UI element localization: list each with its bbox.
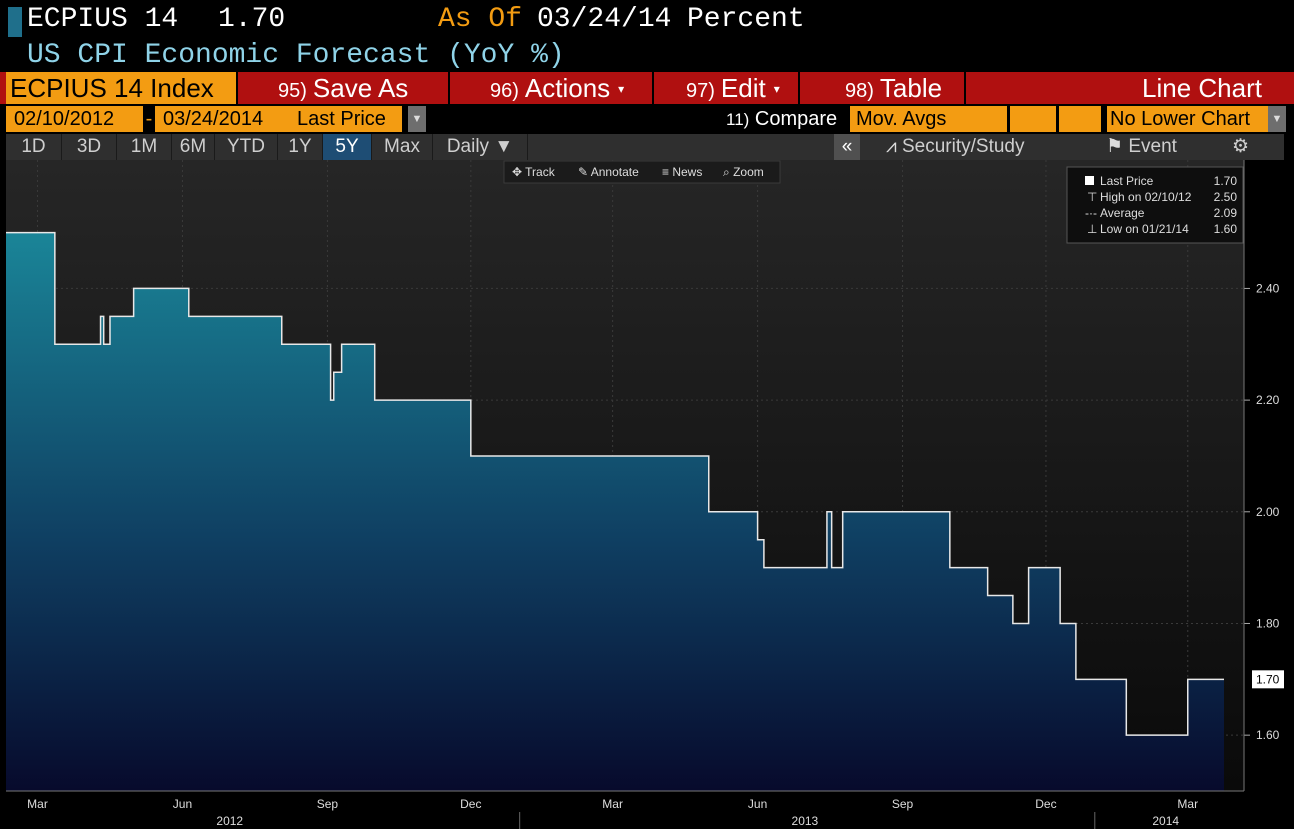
news-button[interactable]: ≡ News (662, 165, 702, 179)
tab-6m[interactable]: 6M (172, 134, 215, 160)
title-row: ECPIUS 14 1.70 As Of 03/24/14 Percent (0, 0, 1294, 40)
series-marker (8, 7, 22, 37)
x-year-label: 2014 (1152, 814, 1179, 828)
gear-icon[interactable]: ⚙ (1232, 136, 1250, 157)
mov-avgs-button[interactable]: Mov. Avgs (850, 106, 962, 132)
chart-toolbar: ✥ Track ✎ Annotate ≡ News ⌕ Zoom (503, 160, 781, 184)
series-line (6, 231, 1224, 736)
y-tick-label: 2.00 (1256, 505, 1280, 519)
tab-1d[interactable]: 1D (6, 134, 62, 160)
security-description: US CPI Economic Forecast (YoY %) (27, 40, 565, 71)
y-axis: 1.60 1.80 2.00 2.20 2.40 1.70 (1243, 160, 1284, 791)
tab-max[interactable]: Max (372, 134, 433, 160)
annotate-button[interactable]: ✎ Annotate (578, 165, 639, 179)
chevron-down-icon: ▾ (773, 82, 780, 96)
legend-value-average: 2.09 (1214, 206, 1238, 220)
legend-value-low: 1.60 (1214, 222, 1238, 236)
table-button[interactable]: 98) Table (845, 73, 943, 103)
x-tick-label: Mar (1177, 797, 1198, 811)
last-price-tag (1252, 670, 1284, 689)
chart-icon: ⩘ (886, 136, 897, 157)
price-chart[interactable]: 1.601.802.002.202.401.70 Mar Jun Sep Dec Mar… (0, 160, 1294, 829)
x-tick-label: Jun (748, 797, 767, 811)
y-tick-label: 2.20 (1256, 393, 1280, 407)
tab-ytd[interactable]: YTD (215, 134, 278, 160)
collapse-button[interactable]: « (834, 134, 860, 160)
field-select[interactable]: Last Price (293, 106, 402, 132)
y-tick-label: 2.40 (1256, 281, 1280, 295)
legend-value-high: 2.50 (1214, 190, 1238, 204)
y-tick-label: 1.80 (1256, 616, 1280, 630)
x-tick-label: Sep (317, 797, 339, 811)
last-price-tag-label: 1.70 (1256, 672, 1280, 686)
compare-button[interactable]: 11) Compare (726, 108, 838, 130)
as-of-date: 03/24/14 (537, 4, 672, 35)
legend-label-low: Low on 01/21/14 (1100, 222, 1189, 236)
tab-5y[interactable]: 5Y (323, 134, 372, 160)
last-price-swatch (1085, 176, 1094, 185)
frequency-select[interactable]: Daily ▼ (433, 134, 528, 160)
tab-1m[interactable]: 1M (117, 134, 172, 160)
y-tick-label: 1.60 (1256, 728, 1280, 742)
tab-1y[interactable]: 1Y (278, 134, 323, 160)
edit-button[interactable]: 97) Edit ▾ (686, 73, 780, 103)
x-tick-label: Sep (892, 797, 914, 811)
lower-chart-select[interactable]: No Lower Chart (1107, 106, 1268, 132)
start-date-input[interactable]: 02/10/2012 (6, 106, 146, 132)
study-slot-1[interactable] (961, 106, 1007, 132)
flag-icon: ⚑ (1106, 136, 1124, 157)
chevron-down-icon: ▼ (494, 136, 514, 157)
event-button[interactable]: ⚑ Event (1106, 136, 1177, 157)
legend-value-last: 1.70 (1214, 174, 1238, 188)
tab-3d[interactable]: 3D (62, 134, 117, 160)
zoom-button[interactable]: ⌕ Zoom (723, 165, 764, 179)
x-tick-label: Mar (602, 797, 623, 811)
chart-type-label[interactable]: Line Chart (1142, 73, 1262, 103)
legend: Last Price 1.70 ⊤ High on 02/10/12 2.50 … (1066, 166, 1244, 244)
x-tick-label: Dec (1035, 797, 1056, 811)
field-dropdown-icon[interactable]: ▼ (408, 106, 426, 132)
description-row: US CPI Economic Forecast (YoY %) (0, 40, 1294, 72)
save-as-button[interactable]: 95) Save As (278, 73, 409, 103)
chevron-down-icon: ▾ (618, 82, 625, 96)
as-of-label: As Of (438, 4, 523, 35)
area-fill (6, 232, 1224, 792)
average-icon: -·- (1085, 206, 1097, 220)
date-dash: - (143, 106, 155, 132)
legend-label-last: Last Price (1100, 174, 1154, 188)
unit-label: Percent (687, 4, 805, 35)
ticker-title: ECPIUS 14 (27, 4, 179, 35)
x-tick-label: Mar (27, 797, 48, 811)
end-date-input[interactable]: 03/24/2014 (155, 106, 295, 132)
low-icon: ⊥ (1087, 222, 1097, 236)
x-tick-label: Dec (460, 797, 481, 811)
x-year-label: 2013 (792, 814, 819, 828)
x-tick-label: Jun (173, 797, 192, 811)
period-tabs: 1D 3D 1M 6M YTD 1Y 5Y Max Daily ▼ « ⩘ Se… (6, 134, 1284, 160)
lower-chart-dropdown-icon[interactable]: ▼ (1268, 106, 1286, 132)
last-value: 1.70 (218, 4, 286, 35)
date-row: 02/10/2012 - 03/24/2014 Last Price ▼ 11)… (0, 106, 1294, 132)
legend-label-average: Average (1100, 206, 1145, 220)
actions-button[interactable]: 96) Actions ▾ (490, 73, 625, 103)
x-year-label: 2012 (216, 814, 243, 828)
legend-label-high: High on 02/10/12 (1100, 190, 1192, 204)
track-button[interactable]: ✥ Track (512, 165, 556, 179)
high-icon: ⊤ (1087, 190, 1097, 204)
study-slot-2[interactable] (1010, 106, 1056, 132)
security-field[interactable]: ECPIUS 14 Index (6, 72, 236, 104)
study-slot-3[interactable] (1059, 106, 1101, 132)
x-axis: Mar Jun Sep Dec Mar Jun Sep Dec Mar 2012 2013 2014 (6, 790, 1244, 829)
security-study-button[interactable]: ⩘ Security/Study (886, 136, 1025, 157)
